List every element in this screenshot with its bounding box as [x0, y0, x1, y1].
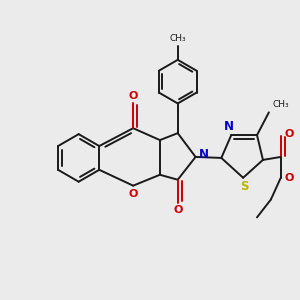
Text: O: O: [128, 91, 138, 100]
Text: O: O: [173, 206, 182, 215]
Text: N: N: [224, 120, 234, 133]
Text: S: S: [240, 180, 248, 193]
Text: CH₃: CH₃: [169, 34, 186, 43]
Text: O: O: [284, 173, 293, 183]
Text: O: O: [284, 129, 293, 139]
Text: N: N: [199, 148, 208, 161]
Text: O: O: [128, 189, 138, 199]
Text: CH₃: CH₃: [273, 100, 290, 109]
